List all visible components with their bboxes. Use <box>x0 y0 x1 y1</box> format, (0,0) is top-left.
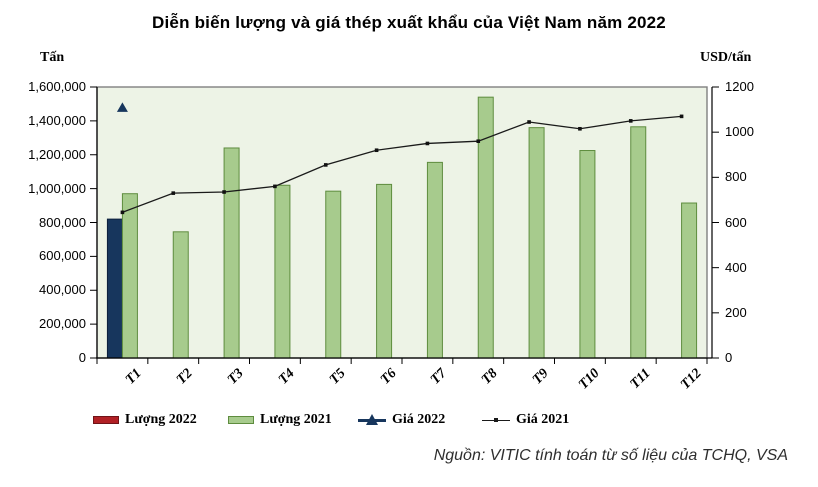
legend-swatch-gia-2022 <box>358 414 386 426</box>
marker-gia-2021-t6 <box>374 148 379 153</box>
bar-luong-2021-t7 <box>426 161 443 359</box>
marker-gia-2021-t12 <box>679 114 684 119</box>
bar-luong-2021-t4 <box>274 184 291 359</box>
legend-label-gia-2022: Giá 2022 <box>392 412 446 427</box>
left-axis-unit: Tấn <box>40 50 65 65</box>
legend-item-luong-2022: Lượng 2022 <box>93 411 197 429</box>
legend-item-luong-2021: Lượng 2021 <box>228 411 332 429</box>
legend-swatch-gia-2021 <box>482 414 510 426</box>
legend-item-gia-2021: Giá 2021 <box>482 411 569 429</box>
bar-luong-2021-t2 <box>172 231 189 359</box>
marker-gia-2021-t5 <box>323 163 328 167</box>
bar-luong-2021-t6 <box>376 183 393 359</box>
bar-luong-2021-t1 <box>121 193 138 359</box>
marker-gia-2021-t7 <box>425 141 430 146</box>
bar-luong-2021-t5 <box>325 190 342 359</box>
line-gia-2021 <box>122 115 682 213</box>
chart-title: Diễn biến lượng và giá thép xuất khẩu củ… <box>152 13 666 32</box>
bar-luong-2021-t9 <box>528 127 545 359</box>
bar-luong-2021-t12 <box>681 202 698 359</box>
marker-gia-2021-t4 <box>273 184 277 189</box>
bar-luong-2021-t3 <box>223 147 240 359</box>
legend-label-luong-2021: Lượng 2021 <box>260 412 332 427</box>
legend-swatch-luong-2021 <box>228 416 254 424</box>
source-note: Nguồn: VITIC tính toán từ số liệu của TC… <box>433 447 788 464</box>
marker-gia-2022-t1 <box>116 102 128 112</box>
marker-gia-2021-t1 <box>120 210 125 215</box>
bar-luong-2021-t11 <box>630 126 647 359</box>
bar-luong-2021-t10 <box>579 150 596 359</box>
bar-luong-2022-t1 <box>106 218 123 359</box>
right-axis-unit: USD/tấn <box>700 50 752 65</box>
dot-marker-icon <box>494 418 498 422</box>
legend-swatch-luong-2022 <box>93 416 119 424</box>
marker-gia-2021-t11 <box>628 119 633 123</box>
marker-gia-2021-t3 <box>222 190 226 194</box>
triangle-marker-icon <box>366 414 378 425</box>
marker-gia-2021-t10 <box>578 126 582 131</box>
legend-item-gia-2022: Giá 2022 <box>358 411 445 429</box>
legend-label-luong-2022: Lượng 2022 <box>125 412 197 427</box>
marker-gia-2021-t8 <box>476 139 481 143</box>
marker-gia-2021-t9 <box>527 120 531 124</box>
plot-area <box>96 86 708 359</box>
legend-label-gia-2021: Giá 2021 <box>516 412 570 427</box>
marker-gia-2021-t2 <box>171 191 176 195</box>
